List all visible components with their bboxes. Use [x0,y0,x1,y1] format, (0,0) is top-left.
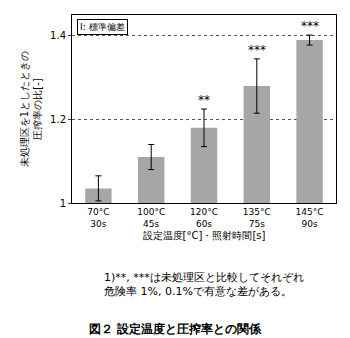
svg-text:120°C60s: 120°C60s [190,207,218,229]
svg-text:未処理区を1としたときの圧搾率の比[-]: 未処理区を1としたときの圧搾率の比[-] [19,51,43,167]
svg-text:1: 1 [60,198,66,209]
svg-text:100°C45s: 100°C45s [137,207,165,229]
svg-text:1.4: 1.4 [50,30,66,41]
svg-text:1)**, ***は未処理区と比較してそれぞれ危険率 1%,: 1)**, ***は未処理区と比較してそれぞれ危険率 1%, 0.1%で有意な差… [104,271,304,298]
svg-text:**: ** [198,93,210,107]
svg-text:設定温度[°C]・照射時間[s]: 設定温度[°C]・照射時間[s] [143,230,266,241]
svg-text:図２ 設定温度と圧搾率との関係: 図２ 設定温度と圧搾率との関係 [89,322,262,336]
svg-text:135°C75s: 135°C75s [243,207,271,229]
svg-text:145°C90s: 145°C90s [296,207,324,229]
svg-text:***: *** [248,43,266,57]
svg-text:***: *** [301,19,319,33]
svg-text:I: 標準偏差: I: 標準偏差 [80,22,125,32]
svg-text:1.2: 1.2 [50,114,66,125]
svg-text:70°C30s: 70°C30s [87,207,109,229]
